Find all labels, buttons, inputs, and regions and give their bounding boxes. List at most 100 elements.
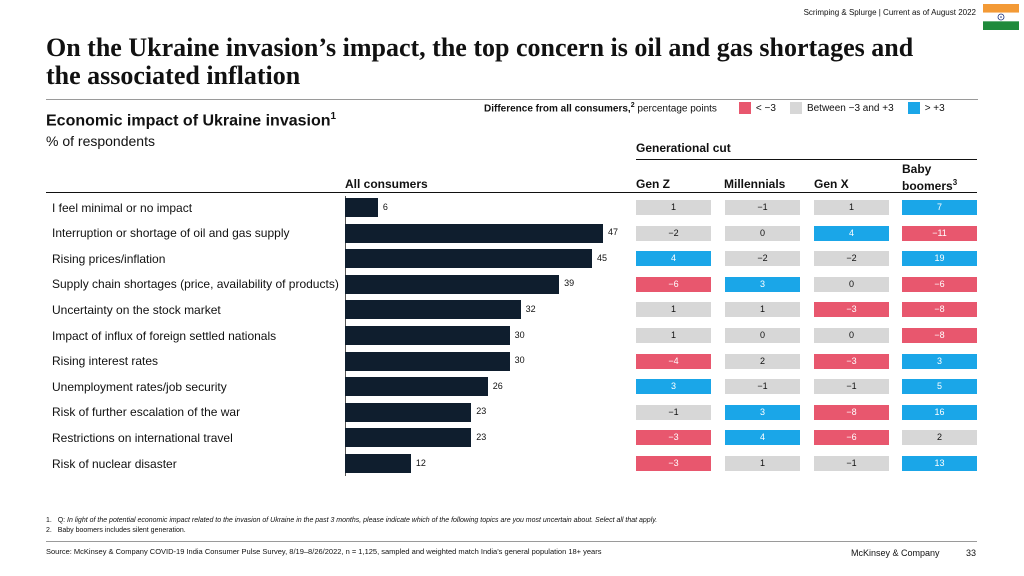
- bar-value-label: 12: [415, 457, 426, 468]
- bar: [345, 351, 510, 371]
- difference-cell-gen-x: −8: [814, 404, 889, 420]
- bar-value-label: 47: [608, 227, 619, 238]
- bar-value-label: 26: [492, 380, 503, 391]
- brand-name: McKinsey & Company: [851, 548, 940, 558]
- header-rule: [46, 192, 977, 193]
- bar: [345, 223, 603, 243]
- difference-cell-gen-x: −3: [814, 302, 889, 318]
- difference-cell-gen-z: −6: [636, 276, 711, 292]
- legend-item-neutral: Between −3 and +3: [789, 102, 894, 115]
- difference-cell-millennials: 3: [725, 404, 800, 420]
- difference-cell-gen-z: 1: [636, 302, 711, 318]
- difference-cell-millennials: 2: [725, 353, 800, 369]
- column-header-all-consumers: All consumers: [345, 177, 428, 191]
- legend-item-negative: < −3: [738, 102, 776, 115]
- row-label: Interruption or shortage of oil and gas …: [52, 226, 290, 241]
- footnote-2: 2. Baby boomers includes silent generati…: [46, 527, 186, 534]
- difference-cell-gen-z: 4: [636, 251, 711, 267]
- difference-cell-millennials: −1: [725, 379, 800, 395]
- row-label: Supply chain shortages (price, availabil…: [52, 277, 339, 292]
- footnote-1: 1. Q: In light of the potential economic…: [46, 517, 658, 524]
- difference-cell-millennials: 0: [725, 225, 800, 241]
- row-label: Rising prices/inflation: [52, 251, 166, 266]
- column-header-millennials: Millennials: [724, 177, 786, 191]
- row-label: Restrictions on international travel: [52, 430, 233, 445]
- difference-cell-baby-boomers: 3: [902, 353, 977, 369]
- bar-value-label: 30: [514, 329, 525, 340]
- column-header-baby-boomers: Baby boomers3: [902, 162, 958, 193]
- difference-cell-baby-boomers: −8: [902, 302, 977, 318]
- difference-cell-millennials: −2: [725, 251, 800, 267]
- difference-cell-gen-x: −1: [814, 456, 889, 471]
- difference-cell-millennials: 3: [725, 276, 800, 292]
- difference-cell-gen-x: −2: [814, 251, 889, 267]
- legend-swatch-neutral: [789, 102, 802, 115]
- difference-cell-gen-x: −6: [814, 430, 889, 446]
- difference-cell-gen-x: −3: [814, 353, 889, 369]
- difference-cell-gen-z: −4: [636, 353, 711, 369]
- row-label: Impact of influx of foreign settled nati…: [52, 328, 277, 343]
- difference-cell-gen-z: 1: [636, 328, 711, 343]
- bar-value-label: 45: [597, 252, 608, 263]
- bar: [345, 326, 510, 345]
- difference-cell-millennials: 0: [725, 328, 800, 343]
- bar-value-label: 23: [476, 406, 487, 417]
- header-note: Scrimping & Splurge | Current as of Augu…: [803, 8, 976, 17]
- bar: [345, 300, 521, 320]
- difference-cell-gen-x: 4: [814, 225, 889, 241]
- generational-cut-rule: [636, 159, 977, 160]
- source-note: Source: McKinsey & Company COVID-19 Indi…: [46, 547, 602, 556]
- generational-cut-label: Generational cut: [636, 141, 731, 155]
- bar: [345, 274, 560, 294]
- footer-rule: [46, 541, 977, 542]
- difference-cell-gen-z: −3: [636, 456, 711, 471]
- difference-cell-gen-z: −2: [636, 225, 711, 241]
- bar-value-label: 32: [525, 303, 536, 314]
- row-label: Uncertainty on the stock market: [52, 302, 221, 317]
- difference-cell-gen-z: −1: [636, 404, 711, 420]
- legend-lead: Difference from all consumers,2 percenta…: [484, 102, 717, 115]
- difference-cell-baby-boomers: 7: [902, 200, 977, 215]
- difference-cell-gen-x: −1: [814, 379, 889, 395]
- page-number: 33: [966, 548, 977, 558]
- bar-value-label: 23: [476, 431, 487, 442]
- difference-cell-gen-x: 0: [814, 328, 889, 343]
- bar-value-label: 6: [382, 201, 388, 212]
- bar: [345, 402, 472, 422]
- difference-cell-baby-boomers: 19: [902, 251, 977, 267]
- difference-cell-millennials: 1: [725, 302, 800, 318]
- difference-cell-gen-x: 1: [814, 200, 889, 215]
- legend: Difference from all consumers,2 percenta…: [484, 102, 945, 114]
- bar: [345, 454, 411, 473]
- legend-item-positive: > +3: [907, 102, 945, 115]
- difference-cell-baby-boomers: 2: [902, 430, 977, 446]
- difference-cell-baby-boomers: 16: [902, 404, 977, 420]
- india-flag-icon: [983, 4, 1019, 30]
- bar: [345, 198, 378, 217]
- column-header-gen-z: Gen Z: [636, 177, 671, 191]
- title-divider: [46, 99, 978, 100]
- difference-cell-baby-boomers: −6: [902, 276, 977, 292]
- row-label: Risk of nuclear disaster: [52, 456, 177, 471]
- difference-cell-millennials: 1: [725, 456, 800, 471]
- bar-value-label: 30: [514, 355, 525, 366]
- difference-cell-baby-boomers: 5: [902, 379, 977, 395]
- difference-cell-baby-boomers: 13: [902, 456, 977, 471]
- bar: [345, 428, 472, 448]
- difference-cell-baby-boomers: −11: [902, 225, 977, 241]
- legend-swatch-negative: [738, 102, 751, 115]
- column-header-gen-x: Gen X: [814, 177, 849, 191]
- legend-swatch-positive: [907, 102, 920, 115]
- difference-cell-gen-z: −3: [636, 430, 711, 446]
- chart-subtitle: % of respondents: [46, 133, 155, 149]
- difference-cell-gen-z: 1: [636, 200, 711, 215]
- difference-cell-baby-boomers: −8: [902, 328, 977, 343]
- difference-cell-gen-z: 3: [636, 379, 711, 395]
- row-label: Risk of further escalation of the war: [52, 405, 241, 420]
- chart-title: Economic impact of Ukraine invasion1: [46, 111, 337, 130]
- row-label: Unemployment rates/job security: [52, 379, 227, 394]
- difference-cell-gen-x: 0: [814, 276, 889, 292]
- page-title: On the Ukraine invasion’s impact, the to…: [46, 33, 914, 90]
- bar: [345, 249, 593, 269]
- difference-cell-millennials: −1: [725, 200, 800, 215]
